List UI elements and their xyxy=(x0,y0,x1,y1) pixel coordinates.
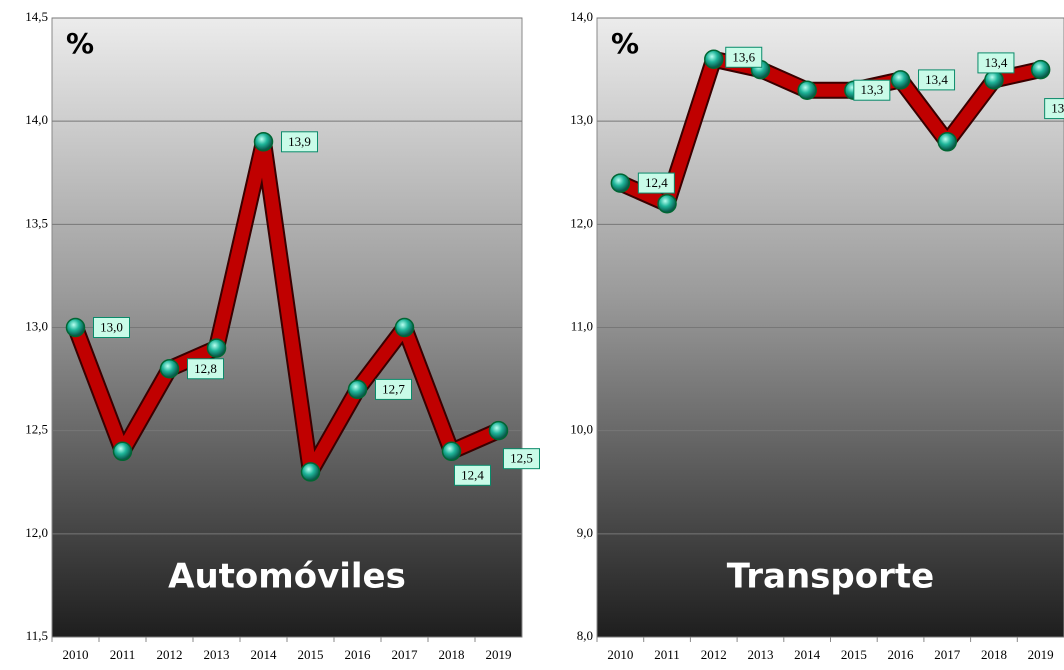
y-tick-label: 14,5 xyxy=(25,9,48,24)
x-tick-label: 2017 xyxy=(934,647,961,662)
x-tick-label: 2019 xyxy=(1028,647,1054,662)
x-tick-label: 2019 xyxy=(486,647,512,662)
y-tick-label: 14,0 xyxy=(570,9,593,24)
x-tick-label: 2015 xyxy=(841,647,867,662)
y-tick-label: 14,0 xyxy=(25,112,48,127)
marker xyxy=(704,49,724,70)
marker xyxy=(441,441,462,462)
unit-label: % xyxy=(611,27,639,60)
marker xyxy=(797,80,817,100)
marker xyxy=(300,462,321,482)
y-tick-label: 12,5 xyxy=(25,422,48,437)
x-tick-label: 2013 xyxy=(747,647,773,662)
marker xyxy=(1030,59,1051,80)
marker xyxy=(159,359,180,379)
y-tick-label: 12,0 xyxy=(25,525,48,540)
value-label-box xyxy=(93,317,130,338)
value-label-box xyxy=(503,448,540,470)
value-label: 12,5 xyxy=(510,451,533,466)
chart-title: Automóviles xyxy=(168,557,406,597)
value-label: 13,3 xyxy=(860,82,883,97)
y-tick-label: 13,0 xyxy=(25,318,48,333)
value-label-box xyxy=(281,131,318,153)
marker xyxy=(488,420,509,441)
value-label-box xyxy=(375,378,412,400)
value-label: 13,4 xyxy=(985,55,1008,70)
x-tick-label: 2010 xyxy=(607,647,633,662)
y-tick-label: 10,0 xyxy=(570,422,593,437)
x-tick-label: 2014 xyxy=(251,647,278,662)
value-label: 13,0 xyxy=(100,319,123,334)
x-tick-label: 2011 xyxy=(110,647,136,662)
value-label: 13,9 xyxy=(288,134,311,149)
marker xyxy=(253,132,274,152)
x-tick-label: 2018 xyxy=(981,647,1007,662)
chart-title: Transporte xyxy=(727,557,934,597)
value-label: 13,5 xyxy=(1051,101,1064,116)
x-tick-label: 2012 xyxy=(157,647,183,662)
value-label: 13,4 xyxy=(925,72,948,87)
marker xyxy=(394,317,415,338)
x-tick-label: 2012 xyxy=(701,647,727,662)
marker xyxy=(347,379,368,400)
value-label: 13,6 xyxy=(732,49,755,64)
marker xyxy=(657,193,677,214)
marker xyxy=(984,70,1004,90)
x-tick-label: 2017 xyxy=(392,647,419,662)
value-label-box xyxy=(637,172,675,194)
value-label-box xyxy=(454,464,491,486)
value-label: 12,7 xyxy=(382,381,405,396)
marker xyxy=(610,173,631,193)
value-label-box xyxy=(1044,98,1064,120)
line xyxy=(69,135,502,479)
value-label-box xyxy=(725,46,763,68)
line xyxy=(617,52,1043,211)
x-tick-label: 2014 xyxy=(794,647,821,662)
x-tick-label: 2018 xyxy=(439,647,465,662)
marker xyxy=(890,70,911,90)
y-tick-label: 9,0 xyxy=(577,525,593,540)
marker xyxy=(112,441,133,462)
y-tick-label: 8,0 xyxy=(577,628,593,643)
y-tick-label: 11,5 xyxy=(26,628,48,643)
x-tick-label: 2011 xyxy=(654,647,680,662)
marker xyxy=(937,132,957,152)
y-tick-label: 12,0 xyxy=(570,215,593,230)
x-tick-label: 2016 xyxy=(888,647,915,662)
value-label: 12,8 xyxy=(194,361,217,376)
value-label-box xyxy=(977,52,1015,74)
unit-label: % xyxy=(66,27,94,60)
marker xyxy=(65,317,86,338)
x-tick-label: 2013 xyxy=(204,647,230,662)
value-label-box xyxy=(853,79,891,101)
y-tick-label: 11,0 xyxy=(571,318,593,333)
marker xyxy=(206,338,227,358)
x-tick-label: 2010 xyxy=(63,647,89,662)
value-label-box xyxy=(187,358,224,380)
value-label-box xyxy=(918,69,956,91)
x-tick-label: 2015 xyxy=(298,647,324,662)
y-tick-label: 13,5 xyxy=(25,215,48,230)
value-label: 12,4 xyxy=(645,175,668,190)
y-tick-label: 13,0 xyxy=(570,112,593,127)
value-label: 12,4 xyxy=(461,467,484,482)
x-tick-label: 2016 xyxy=(345,647,372,662)
